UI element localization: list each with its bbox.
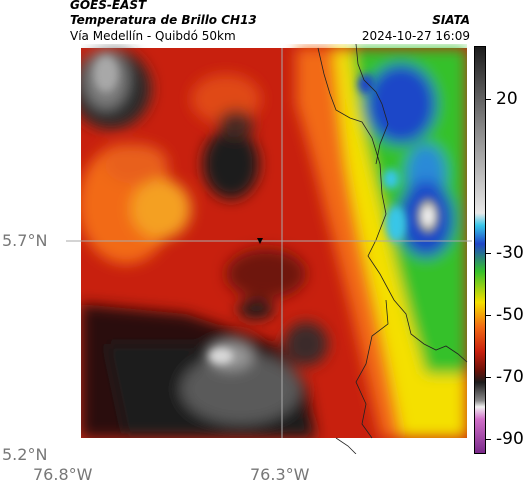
boundary-lines	[317, 44, 468, 454]
colorbar-tick-label: -70	[496, 366, 524, 387]
colorbar-tick-label: -30	[496, 243, 524, 264]
map-canvas	[66, 44, 472, 454]
colorbar-tick-mark	[486, 98, 491, 100]
product-title: Temperatura de Brillo CH13	[70, 13, 257, 27]
graticule	[66, 48, 472, 438]
colorbar	[474, 46, 486, 454]
temperature-field	[66, 44, 472, 454]
colorbar-tick-label: -90	[496, 428, 524, 449]
lat-label-5.7: 5.7°N	[2, 231, 48, 250]
lon-label-76.8: 76.8°W	[33, 465, 93, 484]
lon-label-76.3: 76.3°W	[250, 465, 310, 484]
colorbar-tick-label: -50	[496, 304, 524, 325]
institution-label: SIATA	[432, 13, 470, 27]
colorbar-tick-mark	[486, 438, 491, 440]
colorbar-tick-mark	[486, 253, 491, 255]
region-label: Vía Medellín - Quibdó 50km	[70, 29, 236, 43]
brightness-temperature-map	[66, 44, 472, 454]
datetime-label: 2024-10-27 16:09	[361, 29, 470, 43]
city-marker-icon	[257, 238, 263, 244]
colorbar-tick-label: 20	[496, 88, 518, 109]
colorbar-tick-mark	[486, 376, 491, 378]
lat-label-5.2: 5.2°N	[2, 445, 48, 464]
colorbar-tick-mark	[486, 314, 491, 316]
satellite-title: GOES-EAST	[70, 0, 147, 12]
